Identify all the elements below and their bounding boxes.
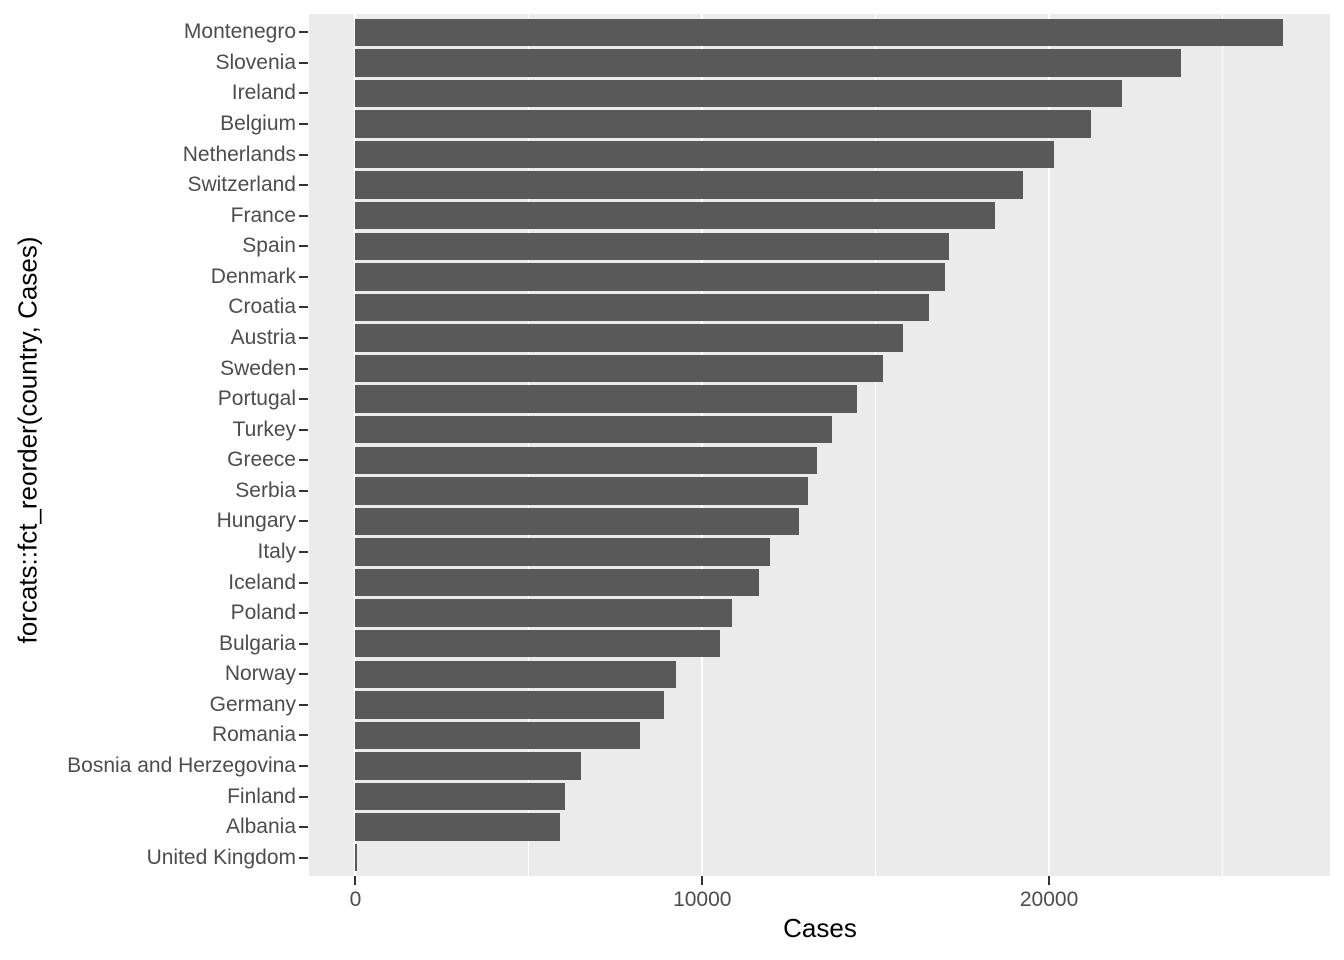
- y-tick-label: Bosnia and Herzegovina: [67, 753, 296, 777]
- y-tick-label: Portugal: [217, 387, 296, 411]
- bar-montenegro: [355, 18, 1284, 47]
- y-tick-label: Spain: [242, 234, 296, 258]
- y-tick-mark: [299, 306, 308, 309]
- y-tick-label: Norway: [224, 662, 296, 686]
- y-tick-label: Switzerland: [187, 173, 296, 197]
- y-tick-label: Belgium: [220, 112, 296, 136]
- y-tick-mark: [299, 642, 308, 645]
- y-tick-mark: [299, 398, 308, 401]
- y-tick-mark: [299, 245, 308, 248]
- gridline-minor: [1221, 14, 1223, 876]
- y-tick-label: Bulgaria: [218, 631, 296, 655]
- y-tick-label: Italy: [257, 539, 296, 563]
- y-tick-mark: [299, 612, 308, 615]
- y-tick-label: Austria: [230, 326, 296, 349]
- y-tick-mark: [299, 489, 308, 492]
- bar-bulgaria: [355, 629, 720, 658]
- bar-poland: [355, 599, 732, 627]
- plot-panel: [309, 14, 1330, 876]
- x-tick-mark: [354, 876, 357, 885]
- y-tick-mark: [299, 31, 308, 34]
- bar-albania: [355, 813, 561, 841]
- bar-bosnia-and-herzegovina: [355, 752, 581, 780]
- y-tick-mark: [299, 367, 308, 370]
- bar-netherlands: [355, 140, 1055, 169]
- bar-switzerland: [355, 171, 1024, 199]
- gridline-minor: [875, 14, 877, 876]
- y-tick-label: Denmark: [210, 264, 296, 288]
- y-tick-label: Romania: [211, 723, 296, 747]
- y-tick-label: Ireland: [231, 81, 296, 105]
- bar-spain: [355, 232, 949, 261]
- y-tick-mark: [299, 550, 308, 553]
- y-tick-mark: [299, 856, 308, 859]
- bar-norway: [355, 660, 677, 688]
- y-tick-mark: [299, 275, 308, 278]
- bar-france: [355, 201, 996, 230]
- bar-iceland: [355, 568, 760, 597]
- y-tick-mark: [299, 428, 308, 431]
- bar-denmark: [355, 263, 946, 291]
- bar-turkey: [355, 415, 833, 444]
- y-tick-mark: [299, 581, 308, 584]
- bar-united-kingdom: [355, 843, 357, 872]
- y-tick-label: Albania: [225, 815, 296, 839]
- x-axis-title: Cases: [783, 913, 857, 943]
- y-tick-mark: [299, 214, 308, 217]
- y-tick-mark: [299, 764, 308, 767]
- gridline-major: [1048, 14, 1051, 876]
- y-tick-label: France: [230, 203, 296, 227]
- bar-ireland: [355, 79, 1122, 108]
- gridline-minor: [528, 14, 530, 876]
- bar-romania: [355, 721, 640, 750]
- bar-italy: [355, 538, 770, 566]
- y-tick-mark: [299, 61, 308, 64]
- y-tick-mark: [299, 337, 308, 339]
- y-tick-mark: [299, 184, 308, 187]
- bar-greece: [355, 446, 817, 475]
- x-tick-label: 0: [349, 888, 362, 911]
- y-tick-label: Germany: [209, 692, 296, 716]
- bar-sweden: [355, 354, 883, 383]
- x-tick-label: 10000: [673, 888, 732, 911]
- x-tick-mark: [1048, 876, 1051, 885]
- bar-slovenia: [355, 49, 1181, 77]
- y-tick-mark: [299, 520, 308, 523]
- y-tick-label: Iceland: [228, 570, 296, 594]
- y-tick-label: Finland: [227, 784, 296, 808]
- y-tick-label: Croatia: [228, 295, 296, 319]
- y-tick-mark: [299, 153, 308, 156]
- bar-austria: [355, 324, 904, 352]
- y-tick-mark: [299, 703, 308, 706]
- bar-portugal: [355, 385, 857, 413]
- x-tick-label: 20000: [1019, 888, 1079, 911]
- y-tick-label: Slovenia: [215, 50, 296, 74]
- y-tick-mark: [299, 459, 308, 462]
- y-tick-mark: [299, 123, 308, 126]
- y-tick-mark: [299, 92, 308, 95]
- y-tick-label: Greece: [227, 448, 296, 472]
- gridline-major: [354, 14, 357, 876]
- x-tick-mark: [701, 876, 704, 885]
- y-tick-mark: [299, 673, 308, 676]
- y-tick-mark: [299, 795, 308, 798]
- bar-croatia: [355, 293, 930, 322]
- y-tick-label: Poland: [230, 601, 296, 625]
- y-tick-label: United Kingdom: [146, 845, 296, 869]
- y-tick-label: Netherlands: [182, 142, 296, 166]
- gridline-major: [701, 14, 704, 876]
- y-tick-label: Montenegro: [183, 20, 296, 44]
- y-tick-label: Hungary: [216, 509, 296, 533]
- y-tick-mark: [299, 826, 308, 829]
- y-tick-label: Serbia: [235, 478, 296, 502]
- bar-finland: [355, 782, 566, 811]
- y-tick-label: Sweden: [220, 356, 296, 380]
- y-tick-mark: [299, 734, 308, 737]
- bar-serbia: [355, 477, 809, 505]
- bar-belgium: [355, 110, 1091, 138]
- bar-hungary: [355, 507, 800, 536]
- y-tick-label: Turkey: [232, 417, 296, 441]
- bar-germany: [355, 691, 665, 719]
